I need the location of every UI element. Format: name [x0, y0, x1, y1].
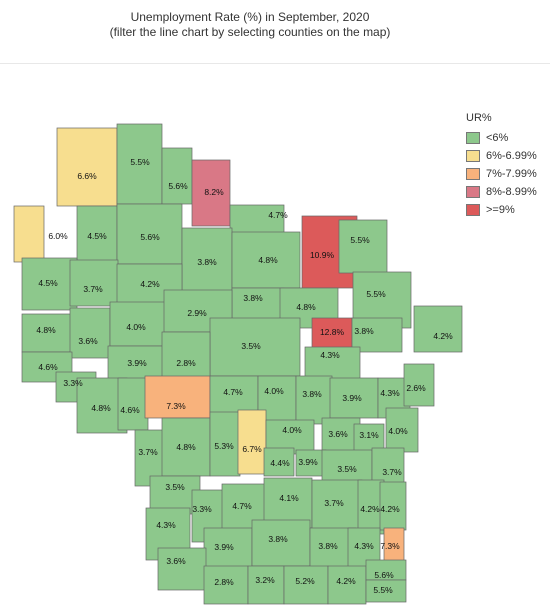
legend-item-gte9[interactable]: >=9%: [466, 201, 537, 219]
legend-label: 8%-8.99%: [486, 186, 537, 198]
map-title: Unemployment Rate (%) in September, 2020…: [0, 10, 500, 40]
county-shape[interactable]: [338, 219, 388, 274]
county-shape[interactable]: [116, 123, 163, 205]
county-shape[interactable]: [413, 305, 463, 353]
legend-label: <6%: [486, 132, 509, 144]
legend-swatch: [466, 132, 480, 144]
county-shape[interactable]: [109, 301, 166, 347]
county-shape[interactable]: [161, 417, 211, 477]
legend-label: 7%-7.99%: [486, 168, 537, 180]
county-shape[interactable]: [117, 377, 149, 431]
legend-swatch: [466, 186, 480, 198]
county-shape[interactable]: [69, 307, 111, 359]
county-shape[interactable]: [295, 449, 327, 477]
county-shape[interactable]: [329, 377, 379, 419]
county-shape[interactable]: [21, 257, 78, 311]
legend-item-8-8.99[interactable]: 8%-8.99%: [466, 183, 537, 201]
legend-swatch: [466, 150, 480, 162]
county-shape[interactable]: [209, 411, 241, 477]
county-shape[interactable]: [351, 317, 403, 353]
county-shape[interactable]: [365, 579, 407, 603]
legend-swatch: [466, 204, 480, 216]
county-shape[interactable]: [379, 481, 407, 531]
county-shape[interactable]: [56, 127, 118, 207]
county-shape[interactable]: [203, 527, 253, 573]
county-shape[interactable]: [181, 227, 233, 297]
county-shape[interactable]: [231, 231, 301, 289]
county-value-label: 6.0%: [48, 231, 68, 241]
county-shape[interactable]: [385, 407, 419, 453]
county-shape[interactable]: [295, 375, 333, 425]
legend: UR% <6% 6%-6.99% 7%-7.99% 8%-8.99% >=9%: [466, 112, 537, 219]
county-shape[interactable]: [209, 317, 301, 377]
title-line-2: (filter the line chart by selecting coun…: [109, 25, 391, 39]
legend-item-7-7.99[interactable]: 7%-7.99%: [466, 165, 537, 183]
county-shape[interactable]: [247, 565, 285, 605]
county-shape[interactable]: [283, 565, 329, 605]
county-shape[interactable]: [203, 565, 249, 605]
county-shape[interactable]: [76, 205, 118, 267]
legend-swatch: [466, 168, 480, 180]
legend-label: 6%-6.99%: [486, 150, 537, 162]
title-line-1: Unemployment Rate (%) in September, 2020: [130, 10, 370, 24]
legend-title: UR%: [466, 112, 492, 124]
county-shape[interactable]: [21, 313, 73, 353]
county-shape[interactable]: [161, 147, 193, 205]
county-shape[interactable]: [229, 204, 285, 234]
legend-item-6-6.99[interactable]: 6%-6.99%: [466, 147, 537, 165]
divider: [0, 63, 550, 64]
county-shape[interactable]: [403, 363, 435, 407]
county-shape[interactable]: [365, 559, 407, 581]
county-shape[interactable]: [237, 409, 267, 475]
county-shape[interactable]: [311, 479, 363, 535]
county-shape[interactable]: [327, 565, 367, 605]
county-shape[interactable]: [263, 447, 295, 477]
county-shape[interactable]: [157, 547, 207, 591]
county-shape[interactable]: [69, 259, 119, 307]
county-shape[interactable]: [251, 519, 311, 567]
county-shape[interactable]: [144, 375, 211, 419]
county-shape[interactable]: [191, 159, 231, 227]
legend-label: >=9%: [486, 204, 515, 216]
county-shape[interactable]: [116, 203, 183, 265]
legend-item-lt6[interactable]: <6%: [466, 129, 537, 147]
county-shape[interactable]: [13, 205, 45, 263]
